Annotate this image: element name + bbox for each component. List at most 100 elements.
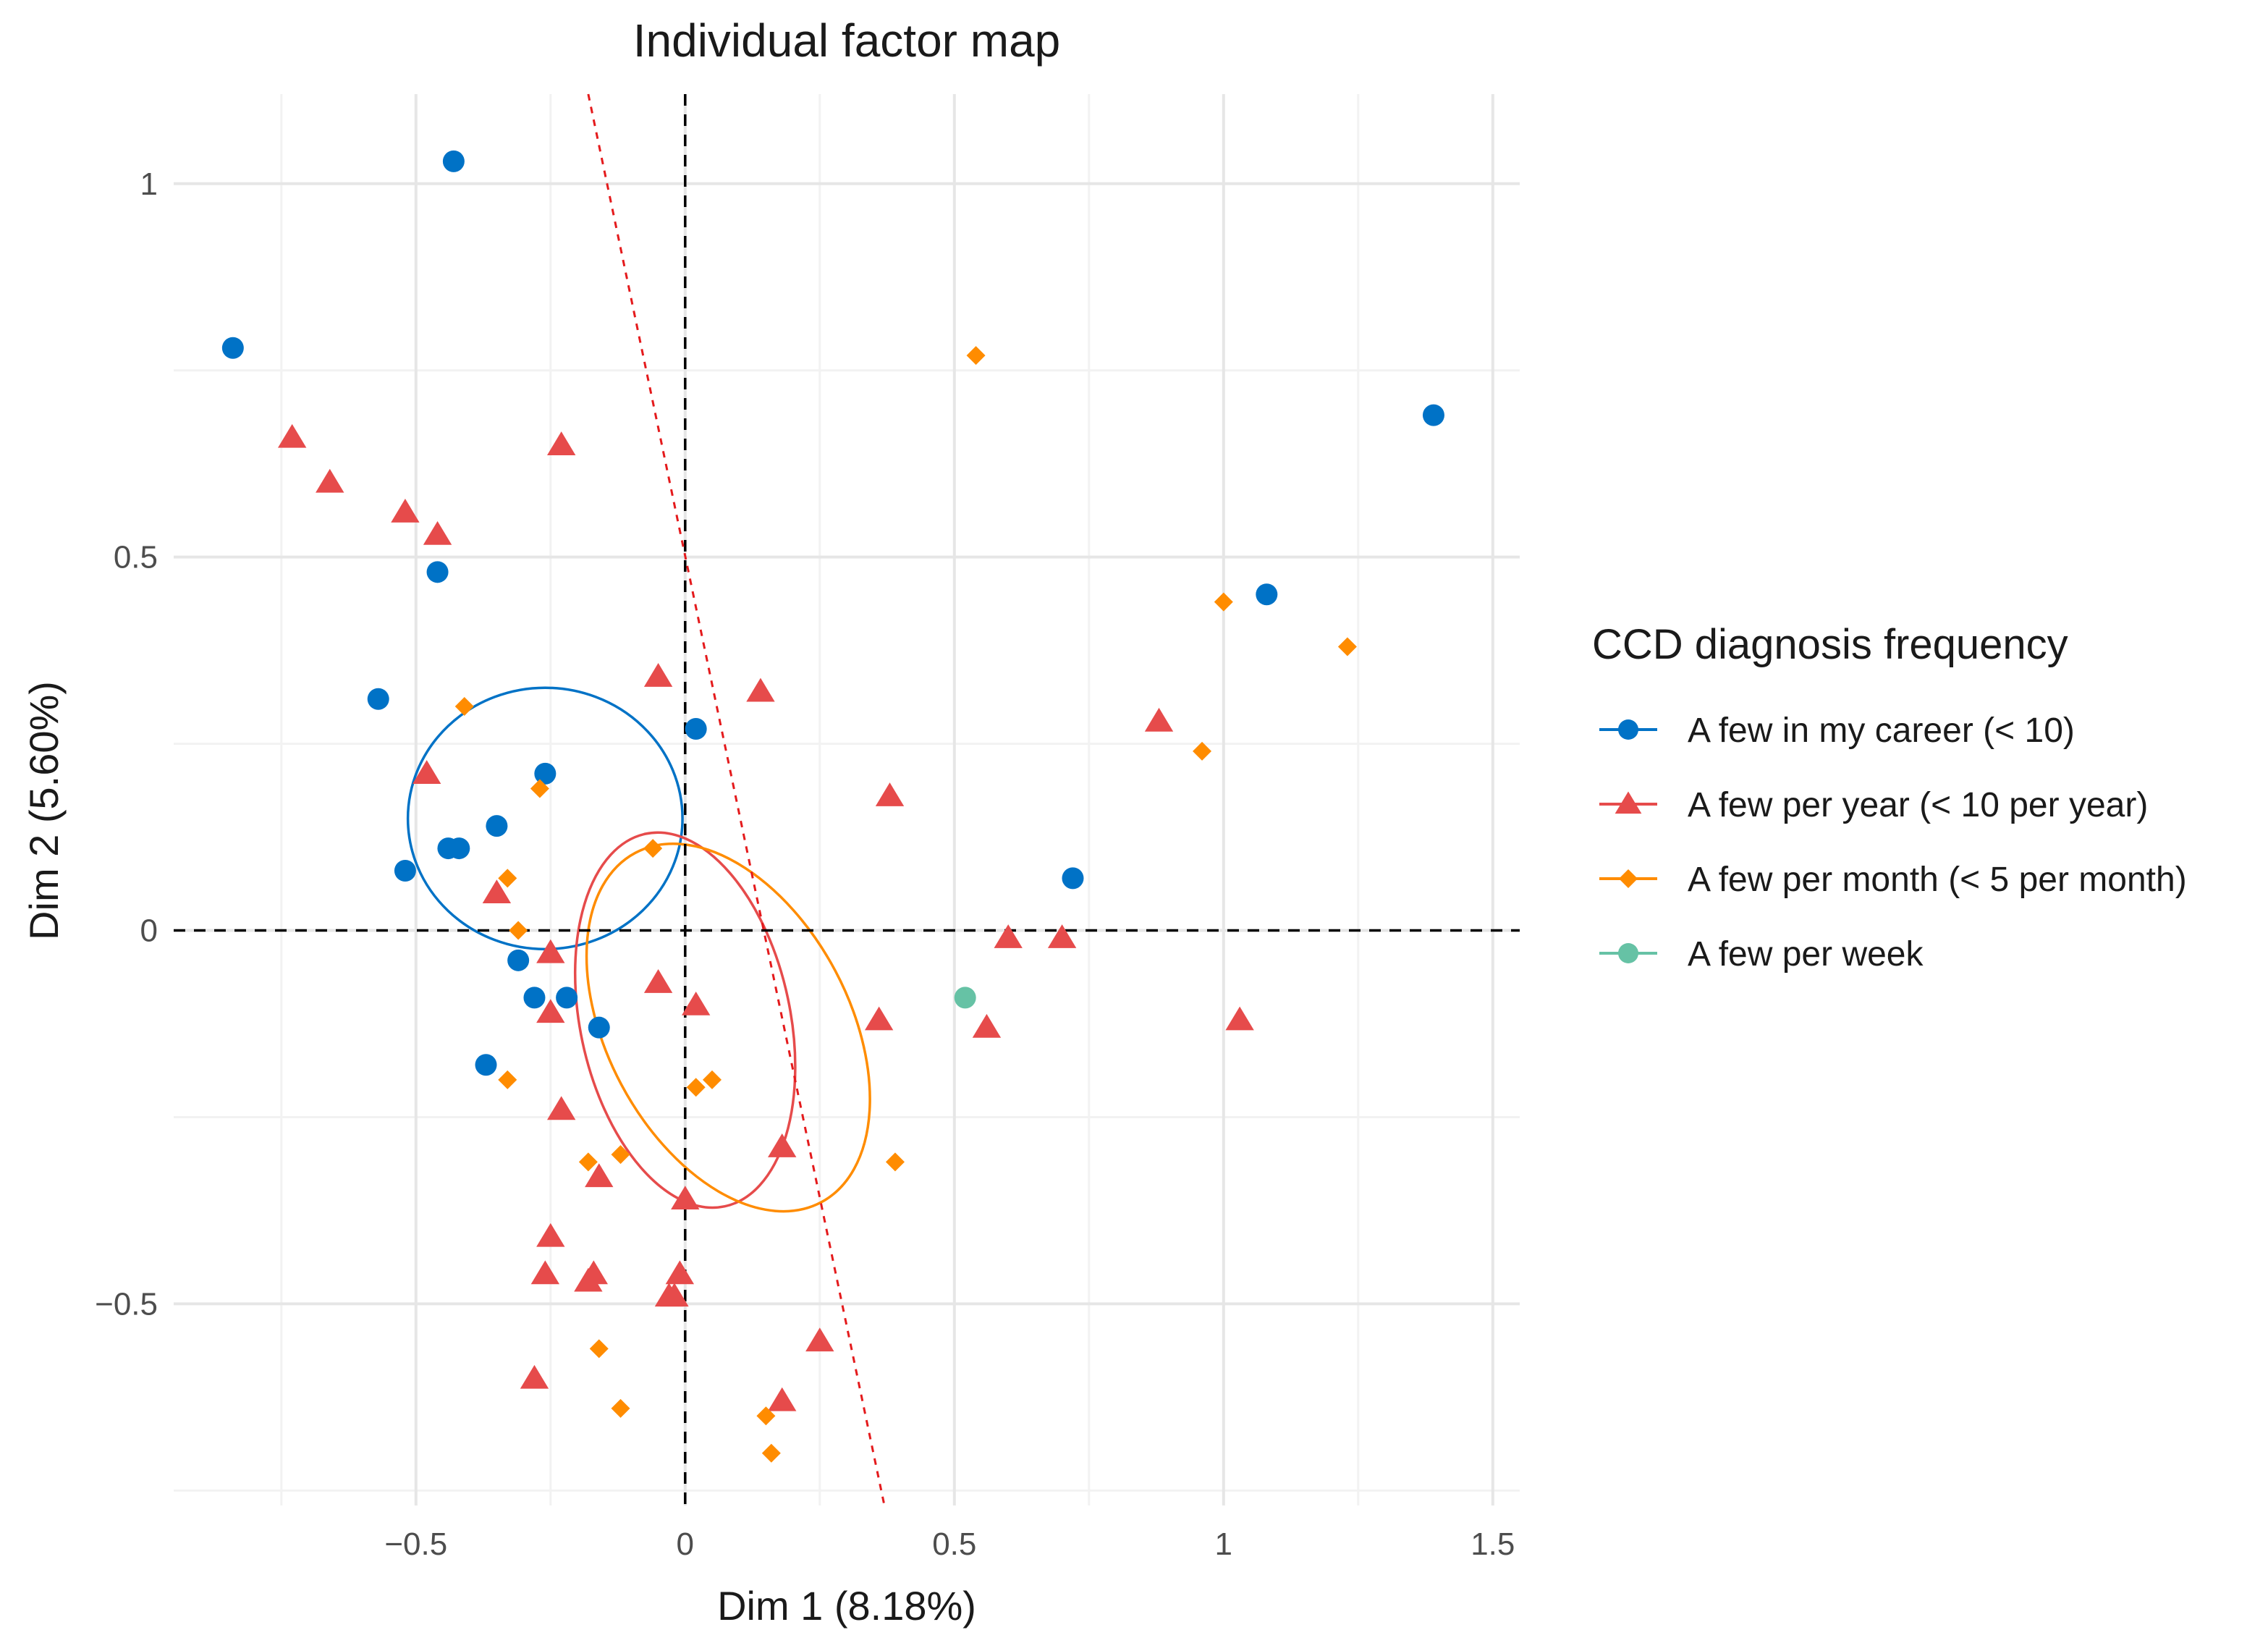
data-point-s0-11: [394, 860, 416, 882]
data-point-s2-18: [761, 1443, 781, 1463]
legend-items: A few in my career (< 10) A few per year …: [1599, 711, 2187, 973]
data-point-s1-28: [665, 1260, 695, 1285]
data-point-s2-3: [1193, 741, 1212, 761]
confidence-ellipse-1: [573, 831, 797, 1209]
confidence-ellipses: [406, 686, 871, 1213]
x-tick-label: 1.5: [1471, 1526, 1515, 1562]
data-point-s1-25: [530, 1260, 560, 1285]
data-point-s1-9: [875, 782, 905, 806]
reference-lines: [174, 93, 1520, 1506]
data-point-s2-15: [589, 1339, 609, 1359]
data-point-s1-24: [536, 1222, 565, 1247]
data-point-s1-8: [412, 760, 441, 784]
data-point-s1-1: [316, 468, 344, 493]
data-point-s0-4: [426, 561, 449, 583]
chart-title: Individual factor map: [633, 14, 1061, 67]
data-point-s2-6: [643, 839, 663, 858]
data-point-s3-0: [954, 987, 976, 1009]
data-point-s2-1: [1214, 592, 1233, 612]
data-point-s1-32: [520, 1364, 549, 1389]
data-point-s1-10: [482, 879, 512, 904]
data-point-s0-14: [523, 987, 546, 1009]
data-point-s2-17: [756, 1406, 776, 1426]
y-axis-title: Dim 2 (5.60%): [21, 681, 67, 940]
data-point-s2-10: [703, 1070, 722, 1089]
legend-title: CCD diagnosis frequency: [1592, 621, 2068, 668]
legend-key-marker: [1618, 943, 1638, 963]
data-point-s2-8: [509, 921, 528, 940]
data-point-s2-12: [611, 1145, 630, 1165]
data-point-s0-6: [685, 717, 707, 740]
x-tick-labels: −0.5 0 0.5 1 1.5: [384, 1526, 1515, 1562]
data-point-s1-33: [768, 1387, 797, 1411]
data-point-s2-16: [611, 1398, 630, 1418]
data-point-s0-3: [1256, 583, 1278, 606]
data-point-s1-18: [972, 1013, 1002, 1038]
data-point-s1-11: [994, 924, 1023, 948]
y-tick-label: 0: [140, 913, 158, 949]
data-point-s1-20: [546, 1096, 576, 1120]
data-point-s0-7: [534, 762, 557, 785]
data-point-s2-5: [530, 779, 549, 798]
y-tick-label: 1: [140, 166, 158, 202]
legend-key-marker: [1615, 791, 1642, 814]
legend-label: A few in my career (< 10): [1688, 711, 2075, 750]
data-point-s1-13: [536, 939, 565, 963]
data-point-s1-12: [1047, 924, 1077, 948]
data-point-s0-5: [367, 688, 389, 710]
data-point-s1-4: [546, 431, 576, 455]
reference-line-2: [587, 93, 886, 1506]
data-point-s1-22: [585, 1163, 614, 1188]
legend-label: A few per year (< 10 per year): [1688, 786, 2148, 824]
data-point-s1-30: [654, 1283, 684, 1307]
data-point-s1-17: [864, 1006, 894, 1031]
x-axis-title: Dim 1 (8.18%): [717, 1583, 976, 1629]
data-point-s1-5: [643, 663, 673, 687]
legend-label: A few per month (< 5 per month): [1688, 861, 2187, 899]
grid-minor: [174, 94, 1520, 1505]
y-tick-label: −0.5: [95, 1286, 158, 1322]
data-point-s2-13: [578, 1152, 598, 1172]
legend: CCD diagnosis frequency A few in my care…: [1592, 621, 2187, 973]
data-point-s1-14: [643, 969, 673, 993]
data-point-s1-27: [574, 1267, 603, 1292]
data-point-s1-3: [423, 520, 452, 545]
data-point-s2-7: [498, 869, 517, 888]
data-point-s2-4: [454, 697, 474, 717]
y-tick-labels: −0.5 0 0.5 1: [95, 166, 158, 1322]
data-point-s0-16: [588, 1016, 610, 1039]
data-point-s2-11: [498, 1070, 517, 1089]
y-tick-label: 0.5: [114, 540, 158, 575]
data-point-s1-19: [1225, 1006, 1254, 1031]
x-tick-label: 0.5: [932, 1526, 976, 1562]
data-point-s1-21: [768, 1133, 797, 1157]
data-point-s1-7: [1144, 707, 1174, 732]
data-point-s1-2: [391, 499, 420, 523]
data-point-s0-1: [221, 337, 244, 359]
data-point-s0-15: [556, 987, 578, 1009]
data-point-s2-14: [885, 1152, 905, 1172]
grid-major: [174, 94, 1520, 1505]
confidence-ellipse-2: [585, 842, 871, 1213]
x-tick-label: 0: [677, 1526, 694, 1562]
data-point-s1-6: [746, 677, 775, 702]
data-point-s0-0: [442, 150, 465, 172]
legend-label: A few per week: [1688, 935, 1924, 973]
data-points: [221, 150, 1444, 1463]
data-point-s0-17: [475, 1054, 497, 1076]
data-point-s1-16: [536, 999, 565, 1023]
data-point-s0-12: [1062, 867, 1084, 890]
legend-key-marker: [1618, 719, 1638, 740]
data-point-s2-2: [1337, 637, 1357, 656]
data-point-s2-9: [686, 1078, 706, 1097]
data-point-s0-8: [486, 815, 508, 837]
data-point-s0-13: [507, 949, 530, 971]
legend-key-marker: [1619, 869, 1638, 888]
data-point-s1-23: [671, 1186, 700, 1210]
data-point-s0-2: [1422, 404, 1444, 426]
data-point-s1-0: [277, 423, 307, 448]
data-point-s0-10: [448, 837, 470, 860]
x-tick-label: 1: [1215, 1526, 1232, 1562]
confidence-ellipse-0: [406, 686, 684, 951]
